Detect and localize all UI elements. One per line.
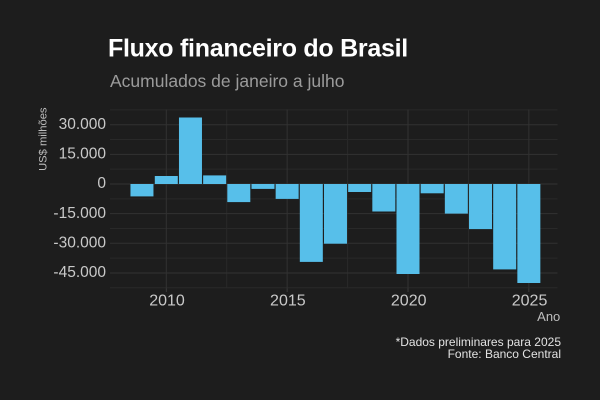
svg-text:Acumulados de janeiro a julho: Acumulados de janeiro a julho xyxy=(110,71,344,91)
svg-text:-45.000: -45.000 xyxy=(53,264,106,281)
svg-text:-30.000: -30.000 xyxy=(53,235,106,252)
svg-text:Fluxo financeiro do Brasil: Fluxo financeiro do Brasil xyxy=(108,35,408,63)
svg-text:30.000: 30.000 xyxy=(59,116,107,133)
svg-text:Fonte: Banco Central: Fonte: Banco Central xyxy=(448,347,561,361)
svg-text:-15.000: -15.000 xyxy=(53,205,106,222)
svg-text:15.000: 15.000 xyxy=(59,146,107,163)
svg-text:2025: 2025 xyxy=(512,293,548,310)
svg-text:Ano: Ano xyxy=(537,309,560,324)
svg-text:2010: 2010 xyxy=(149,293,185,310)
svg-text:*Dados preliminares para 2025: *Dados preliminares para 2025 xyxy=(396,335,562,349)
svg-text:2015: 2015 xyxy=(270,293,306,310)
svg-text:US$ milhões: US$ milhões xyxy=(37,107,49,171)
svg-text:0: 0 xyxy=(97,175,106,192)
svg-text:2020: 2020 xyxy=(391,293,427,310)
